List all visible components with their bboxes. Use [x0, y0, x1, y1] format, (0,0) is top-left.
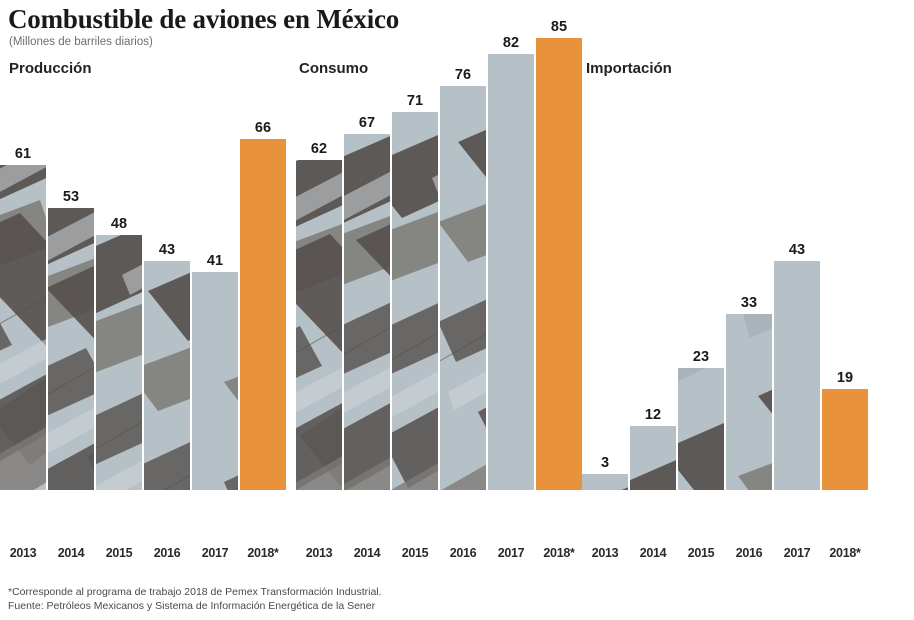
airplane-photo-texture	[392, 135, 438, 490]
bar-group-importacion-2014[interactable]: 12	[630, 407, 676, 490]
x-axis-label: 2014	[639, 546, 667, 560]
airplane-photo-texture	[630, 460, 676, 490]
panel-heading-importacion: Importación	[586, 60, 672, 77]
bar-value-label: 67	[358, 114, 376, 131]
bar-group-produccion-2015[interactable]: 48	[96, 216, 142, 490]
x-axis-label: 2015	[105, 546, 133, 560]
x-axis-label: 2017	[783, 546, 811, 560]
bar-value-label: 43	[158, 242, 176, 259]
airplane-photo-texture	[224, 376, 238, 490]
bar-produccion-2015[interactable]	[96, 234, 142, 490]
airplane-photo-texture	[678, 367, 724, 490]
bar-group-consumo-2018[interactable]: 85	[536, 19, 582, 490]
bar-importacion-2016[interactable]	[726, 314, 772, 490]
bar-value-label: 76	[454, 66, 472, 83]
panel-heading-consumo: Consumo	[299, 60, 369, 77]
bar-group-consumo-2013[interactable]: 62	[296, 141, 342, 490]
x-axis-label: 2013	[305, 546, 333, 560]
x-axis-label: 2013	[9, 546, 37, 560]
airplane-photo-texture	[96, 234, 142, 490]
bar-produccion-2013[interactable]	[0, 165, 46, 490]
footnotes: *Corresponde al programa de trabajo 2018…	[8, 586, 382, 613]
airplane-photo-texture	[296, 160, 342, 490]
bar-value-label: 62	[310, 141, 328, 158]
bar-group-importacion-2018[interactable]: 19	[822, 370, 868, 490]
bar-group-consumo-2016[interactable]: 76	[440, 67, 486, 490]
bar-produccion-2018[interactable]	[240, 138, 286, 490]
bar-value-label: 61	[14, 146, 32, 163]
bar-value-label: 23	[692, 348, 710, 365]
airplane-photo-texture	[621, 487, 628, 490]
bar-group-produccion-2013[interactable]: 61	[0, 146, 46, 490]
bar-importacion-2014[interactable]	[630, 426, 676, 490]
bar-produccion-2014[interactable]	[48, 208, 94, 490]
bar-produccion-2016[interactable]	[144, 261, 190, 490]
chart-panel-importacion: 3 2013 12 2014 23 2015 33 2016 43 2017 19 2018*	[582, 0, 872, 570]
airplane-photo-texture	[48, 208, 94, 490]
x-axis-label: 2015	[687, 546, 715, 560]
chart-panel-produccion: 61 2013 53 2014 48 2015 43 2016 41 2017 66 2018*	[0, 0, 286, 570]
bar-group-produccion-2014[interactable]: 53	[48, 189, 94, 490]
bar-group-importacion-2013[interactable]: 3	[582, 455, 628, 490]
bar-importacion-2018[interactable]	[822, 388, 868, 490]
bar-value-label: 33	[740, 295, 758, 312]
bar-consumo-2016[interactable]	[440, 85, 486, 490]
x-axis-label: 2016	[153, 546, 181, 560]
bar-group-importacion-2015[interactable]: 23	[678, 349, 724, 490]
page-subtitle: (Millones de barriles diarios)	[9, 36, 153, 48]
bar-consumo-2015[interactable]	[392, 112, 438, 490]
bar-consumo-2018[interactable]	[536, 37, 582, 490]
airplane-photo-texture	[344, 135, 390, 490]
panel-heading-produccion: Producción	[9, 60, 92, 77]
bar-group-consumo-2014[interactable]: 67	[344, 115, 390, 490]
x-axis-label: 2018*	[829, 546, 861, 560]
bar-importacion-2013[interactable]	[582, 474, 628, 490]
bar-consumo-2013[interactable]	[296, 160, 342, 490]
bar-value-label: 41	[206, 252, 224, 269]
x-axis-label: 2018*	[247, 546, 279, 560]
bar-value-label: 3	[600, 455, 610, 472]
bar-importacion-2015[interactable]	[678, 367, 724, 490]
bar-importacion-2017[interactable]	[774, 261, 820, 490]
bar-group-produccion-2018[interactable]: 66	[240, 120, 286, 490]
airplane-photo-texture	[0, 165, 46, 490]
bar-value-label: 19	[836, 369, 854, 386]
x-axis-label: 2014	[353, 546, 381, 560]
bar-value-label: 85	[550, 18, 568, 35]
bar-group-produccion-2016[interactable]: 43	[144, 242, 190, 490]
x-axis-label: 2015	[401, 546, 429, 560]
airplane-photo-texture	[144, 272, 190, 490]
bar-value-label: 43	[788, 242, 806, 259]
bar-group-produccion-2017[interactable]: 41	[192, 253, 238, 490]
x-axis-label: 2016	[449, 546, 477, 560]
x-axis-label: 2016	[735, 546, 763, 560]
airplane-photo-texture	[440, 129, 486, 490]
page-title: Combustible de aviones en México	[8, 4, 400, 34]
chart-panel-consumo: 62 2013 67 2014 71 2015 76 2016 82 2017 85 2018*	[296, 0, 582, 570]
x-axis-label: 2017	[497, 546, 525, 560]
airplane-photo-texture	[738, 314, 772, 490]
footnote-asterisk: *Corresponde al programa de trabajo 2018…	[8, 586, 382, 598]
x-axis-label: 2018*	[543, 546, 575, 560]
bar-consumo-2014[interactable]	[344, 133, 390, 490]
bar-consumo-2017[interactable]	[488, 53, 534, 490]
x-axis-label: 2017	[201, 546, 229, 560]
bar-produccion-2017[interactable]	[192, 271, 238, 490]
bar-group-consumo-2017[interactable]: 82	[488, 35, 534, 490]
bar-value-label: 66	[254, 119, 272, 136]
bar-value-label: 71	[406, 93, 424, 110]
x-axis-label: 2013	[591, 546, 619, 560]
footnote-source: Fuente: Petróleos Mexicanos y Sistema de…	[8, 599, 376, 612]
bar-value-label: 48	[110, 215, 128, 232]
bar-value-label: 12	[644, 407, 662, 424]
bar-group-consumo-2015[interactable]: 71	[392, 93, 438, 490]
bar-group-importacion-2016[interactable]: 33	[726, 295, 772, 490]
bar-group-importacion-2017[interactable]: 43	[774, 242, 820, 490]
bar-value-label: 53	[62, 189, 80, 206]
x-axis-label: 2014	[57, 546, 85, 560]
bar-value-label: 82	[502, 34, 520, 51]
